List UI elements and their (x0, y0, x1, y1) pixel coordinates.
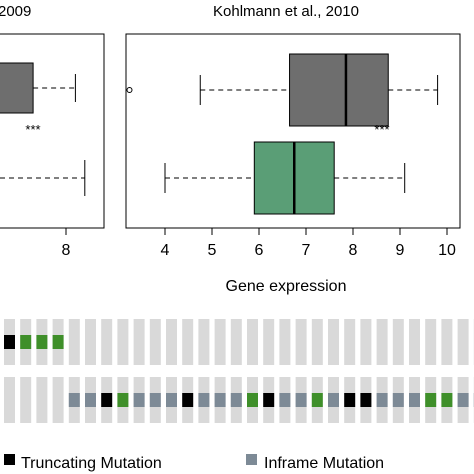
panel-left-frame (0, 33, 105, 229)
track-mutation-missense (20, 335, 32, 349)
x-tick-label: 8 (349, 242, 358, 259)
outlier-point (126, 87, 133, 93)
x-tick-label: 8 (62, 242, 71, 259)
track-cell (166, 319, 177, 365)
track-mutation-truncating (263, 393, 275, 407)
track-cell (149, 319, 161, 365)
track-cell (344, 319, 356, 365)
track-cell (441, 319, 453, 365)
track-mutation-inframe (328, 393, 339, 407)
track-cell (295, 319, 307, 365)
legend-label-inframe: Inframe Mutation (264, 455, 384, 472)
track-mutation-missense (425, 393, 437, 407)
track-mutation-missense (247, 393, 258, 407)
track-mutation-inframe (214, 393, 226, 407)
box-iqr (289, 53, 389, 127)
track-cell (101, 319, 113, 365)
track-cell (409, 319, 420, 365)
track-mutation-inframe (457, 393, 469, 407)
track-mutation-truncating (344, 393, 356, 407)
track-mutation-missense (311, 393, 323, 407)
track-cell (311, 319, 323, 365)
track-mutation-inframe (149, 393, 161, 407)
track-mutation-truncating (360, 393, 372, 407)
x-tick-label: 4 (161, 242, 170, 259)
track-cell (4, 377, 15, 423)
track-cell (133, 319, 145, 365)
track-cell (425, 319, 437, 365)
legend-label-truncating: Truncating Mutation (21, 455, 162, 472)
x-tick-label: 7 (302, 242, 311, 259)
panel-left: 2009 *** 8 (0, 3, 105, 259)
panel-right-significance: *** (374, 122, 389, 137)
x-tick-label: 9 (396, 242, 405, 259)
track-cell (360, 319, 372, 365)
box-iqr (0, 62, 34, 114)
track-mutation-inframe (409, 393, 420, 407)
track-cell (328, 319, 339, 365)
track-cell (263, 319, 275, 365)
track-mutation-inframe (295, 393, 307, 407)
panel-right-title: Kohlmann et al., 2010 (213, 3, 359, 20)
x-tick-label: 5 (208, 242, 217, 259)
track-cell (68, 319, 80, 365)
panel-right-marks (126, 53, 439, 215)
track-mutation-inframe (198, 393, 210, 407)
panel-left-title: 2009 (0, 3, 31, 20)
track-cell (52, 377, 64, 423)
legend-swatch-truncating (4, 454, 15, 465)
panel-right-frame (125, 33, 461, 229)
track-cell (457, 319, 469, 365)
track-cell (376, 319, 388, 365)
track-mutation-inframe (133, 393, 145, 407)
mutation-tracks (4, 319, 474, 423)
track-mutation-inframe (279, 393, 291, 407)
panel-left-x-axis: 8 (62, 228, 71, 259)
track-cell (230, 319, 242, 365)
x-tick-label: 6 (255, 242, 264, 259)
track-cell (279, 319, 291, 365)
track-mutation-missense (36, 335, 48, 349)
track-mutation-inframe (85, 393, 96, 407)
legend-swatch-inframe (246, 454, 257, 465)
track-mutation-missense (117, 393, 129, 407)
track-mutation-truncating (101, 393, 113, 407)
panel-right-x-axis: 4 5 6 7 8 9 10 (161, 228, 456, 259)
panel-left-significance: *** (25, 122, 40, 137)
track-cell (36, 377, 48, 423)
legend: Truncating Mutation Inframe Mutation (4, 454, 384, 472)
track-mutation-missense (441, 393, 453, 407)
track-mutation-inframe (166, 393, 177, 407)
track-cell (198, 319, 210, 365)
track-cell (392, 319, 404, 365)
track-mutation-inframe (376, 393, 388, 407)
track-mutation-truncating (4, 335, 15, 349)
track-mutation-missense (52, 335, 64, 349)
track-cell (117, 319, 129, 365)
track-cell (20, 377, 32, 423)
track-mutation-inframe (230, 393, 242, 407)
track-cell (85, 319, 96, 365)
track-cell (182, 319, 194, 365)
x-tick-label: 10 (438, 242, 456, 259)
panel-right-xlabel: Gene expression (226, 278, 347, 295)
panel-right: Kohlmann et al., 2010 *** 4 5 6 7 8 9 10 Gene … (125, 3, 461, 295)
track-cell (247, 319, 258, 365)
track-cell (214, 319, 226, 365)
track-mutation-truncating (182, 393, 194, 407)
track-mutation-inframe (392, 393, 404, 407)
track-mutation-inframe (68, 393, 80, 407)
panel-left-marks (0, 62, 86, 196)
